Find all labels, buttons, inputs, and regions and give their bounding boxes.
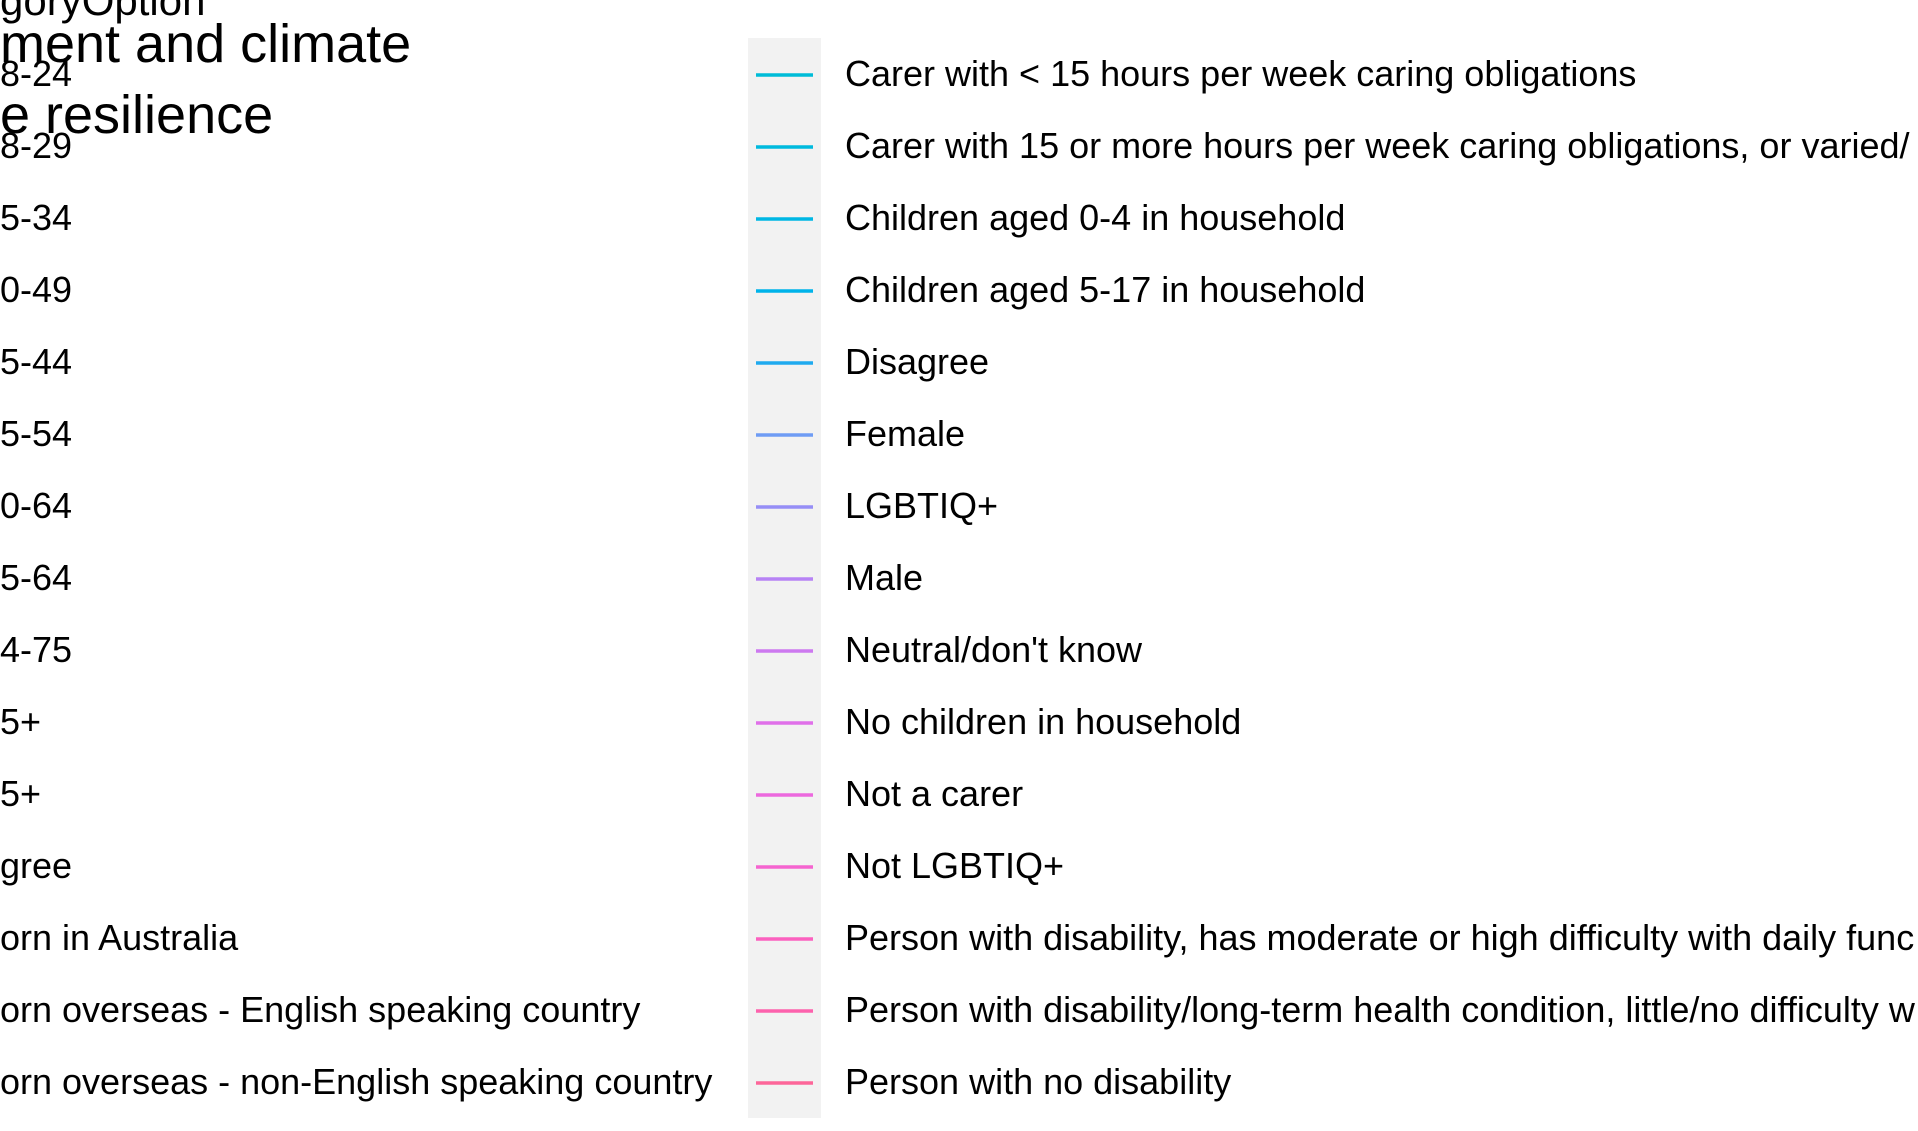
left-legend-label: 5-34 [0,197,73,238]
title-line-2: e resilience [0,85,274,145]
left-legend-label: orn in Australia [0,917,239,958]
legend-keys [756,73,813,1085]
left-legend-label: 5+ [0,701,42,742]
legend-entry-label: Disagree [845,341,990,382]
legend-entry-label: Neutral/don't know [845,629,1143,670]
left-legend-label: 0-49 [0,269,73,310]
legend-entry-label: Person with disability/long-term health … [845,989,1915,1030]
legend-entry-label: Children aged 5-17 in household [845,269,1366,310]
legend-entry-label: Children aged 0-4 in household [845,197,1346,238]
legend-entry-label: Carer with < 15 hours per week caring ob… [845,53,1637,94]
left-legend-label: 5+ [0,773,42,814]
left-legend-label: gree [0,845,73,886]
left-legend-label: 5-44 [0,341,73,382]
left-legend-label: 5-64 [0,557,73,598]
legend-entry-label: Male [845,557,924,598]
legend-entry-label: Not LGBTIQ+ [845,845,1065,886]
legend-entry-label: Carer with 15 or more hours per week car… [845,125,1910,166]
legend-entry-label: Person with no disability [845,1061,1232,1102]
left-legend-label: 0-64 [0,485,73,526]
legend-entry-label: Not a carer [845,773,1024,814]
left-legend-label: orn overseas - English speaking country [0,989,641,1030]
left-legend-label: 5-54 [0,413,73,454]
title-line-1: ment and climate [0,14,412,74]
legend-entry-label: Female [845,413,966,454]
legend-entry-label: No children in household [845,701,1242,742]
left-legend-label: 8-29 [0,125,73,166]
legend-title: goryOption [0,0,206,24]
legend-entry-label: Person with disability, has moderate or … [845,917,1915,958]
left-legend-label: 8-24 [0,53,73,94]
left-legend-label: 4-75 [0,629,73,670]
legend-entry-label: LGBTIQ+ [845,485,999,526]
left-legend-label: orn overseas - non-English speaking coun… [0,1061,713,1102]
